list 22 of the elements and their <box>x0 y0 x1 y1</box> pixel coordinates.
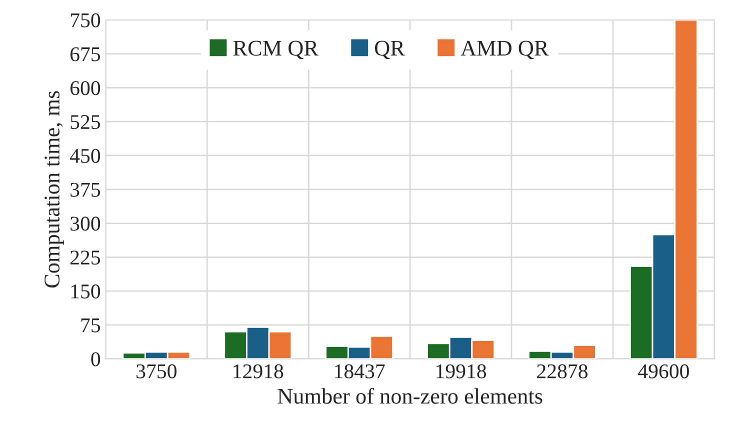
y-tick-label: 375 <box>70 182 100 197</box>
y-tick-label: 225 <box>70 250 100 265</box>
x-tick-label: 18437 <box>335 364 385 378</box>
y-tick-label: 675 <box>70 47 100 62</box>
x-tick-label: 19918 <box>436 364 486 378</box>
legend-label: QR <box>374 40 405 60</box>
x-tick-label: 12918 <box>234 364 284 378</box>
y-tick-label: 600 <box>70 81 100 96</box>
y-tick-label: 525 <box>70 115 100 130</box>
x-tick-label: 22878 <box>537 364 588 378</box>
legend-label: AMD QR <box>460 40 549 60</box>
y-tick-label: 150 <box>71 284 100 298</box>
y-tick-label: 300 <box>70 216 100 231</box>
legend-label: RCM QR <box>233 40 318 60</box>
y-tick-label: 750 <box>70 13 100 28</box>
x-tick-label: 49600 <box>638 364 689 378</box>
y-tick-label: 0 <box>91 352 100 366</box>
y-axis-title: Computation time, ms <box>44 91 64 288</box>
y-tick-label: 75 <box>81 318 100 332</box>
y-tick-label: 450 <box>70 148 100 163</box>
x-tick-label: 3750 <box>136 364 176 378</box>
x-axis-title: Number of non-zero elements <box>278 388 542 404</box>
